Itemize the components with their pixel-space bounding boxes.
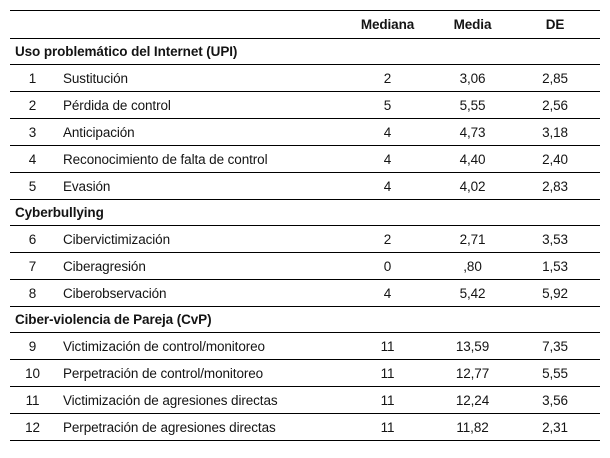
section-header-cyberbullying: Cyberbullying [10, 200, 600, 226]
item-number: 1 [28, 70, 37, 86]
column-header-de: DE [545, 17, 565, 32]
table-row: 7 Ciberagresión 0 ,80 1,53 [10, 253, 600, 280]
item-mediana: 11 [380, 392, 395, 408]
item-media: 11,82 [456, 419, 489, 435]
table-row: 12 Perpetración de agresiones directas 1… [10, 414, 600, 441]
item-label: Pérdida de control [63, 97, 171, 113]
item-label: Victimización de agresiones directas [63, 392, 278, 408]
item-de: 2,56 [542, 97, 568, 113]
item-de: 3,18 [542, 124, 568, 140]
item-de: 2,85 [542, 70, 568, 86]
item-media: 4,73 [459, 124, 486, 140]
item-mediana: 11 [380, 419, 395, 435]
item-media: 12,24 [455, 392, 490, 408]
item-mediana: 11 [380, 338, 395, 354]
table-container: Mediana Media DE Uso problemático del In… [10, 10, 600, 441]
item-label: Victimización de control/monitoreo [63, 338, 265, 354]
item-de: 2,31 [542, 419, 568, 435]
section-header-cvp: Ciber-violencia de Pareja (CvP) [10, 307, 600, 333]
item-mediana: 11 [380, 365, 395, 381]
item-number: 10 [25, 365, 40, 381]
section-title: Cyberbullying [15, 205, 104, 220]
item-media: 5,42 [459, 285, 486, 301]
item-de: 5,92 [542, 285, 568, 301]
item-media: ,80 [463, 258, 482, 274]
item-mediana: 2 [383, 231, 392, 247]
item-de: 3,53 [542, 231, 568, 247]
item-de: 2,83 [542, 178, 568, 194]
item-de: 7,35 [542, 338, 568, 354]
item-media: 13,59 [455, 338, 490, 354]
table-row: 4 Reconocimiento de falta de control 4 4… [10, 146, 600, 173]
item-label: Perpetración de control/monitoreo [63, 365, 264, 381]
item-de: 5,55 [542, 365, 568, 381]
item-label: Evasión [63, 178, 111, 194]
column-header-mediana: Mediana [360, 17, 415, 32]
item-media: 2,71 [459, 231, 486, 247]
item-media: 3,06 [459, 70, 486, 86]
item-mediana: 4 [383, 178, 392, 194]
item-number: 7 [28, 258, 37, 274]
item-media: 5,55 [459, 97, 486, 113]
table-row: 8 Ciberobservación 4 5,42 5,92 [10, 280, 600, 307]
item-mediana: 5 [383, 97, 392, 113]
item-de: 3,56 [542, 392, 568, 408]
table-row: 2 Pérdida de control 5 5,55 2,56 [10, 92, 600, 119]
table-row: 11 Victimización de agresiones directas … [10, 387, 600, 414]
item-number: 12 [25, 419, 40, 435]
item-mediana: 4 [383, 285, 392, 301]
table-row: 9 Victimización de control/monitoreo 11 … [10, 333, 600, 360]
section-title: Ciber-violencia de Pareja (CvP) [15, 312, 212, 327]
item-number: 6 [28, 231, 37, 247]
item-number: 8 [28, 285, 37, 301]
section-header-upi: Uso problemático del Internet (UPI) [10, 39, 600, 65]
column-header-number [10, 11, 55, 39]
item-mediana: 2 [383, 70, 392, 86]
item-number: 3 [28, 124, 37, 140]
item-de: 1,53 [542, 258, 568, 274]
descriptive-statistics-table: Mediana Media DE Uso problemático del In… [10, 10, 600, 441]
item-media: 12,77 [455, 365, 490, 381]
item-mediana: 4 [383, 151, 392, 167]
item-label: Perpetración de agresiones directas [63, 419, 276, 435]
item-number: 9 [28, 338, 37, 354]
table-row: 5 Evasión 4 4,02 2,83 [10, 173, 600, 200]
table-header-row: Mediana Media DE [10, 11, 600, 39]
table-row: 6 Cibervictimización 2 2,71 3,53 [10, 226, 600, 253]
table-row: 1 Sustitución 2 3,06 2,85 [10, 65, 600, 92]
item-mediana: 4 [383, 124, 392, 140]
item-number: 11 [25, 392, 40, 408]
item-number: 5 [28, 178, 37, 194]
item-label: Cibervictimización [63, 231, 170, 247]
item-label: Reconocimiento de falta de control [63, 151, 268, 167]
item-label: Sustitución [63, 70, 128, 86]
table-row: 3 Anticipación 4 4,73 3,18 [10, 119, 600, 146]
item-media: 4,40 [459, 151, 486, 167]
item-label: Ciberobservación [63, 285, 167, 301]
item-label: Ciberagresión [63, 258, 146, 274]
item-de: 2,40 [542, 151, 568, 167]
item-mediana: 0 [383, 258, 392, 274]
item-number: 2 [28, 97, 37, 113]
item-number: 4 [28, 151, 37, 167]
item-media: 4,02 [459, 178, 486, 194]
column-header-media: Media [453, 17, 492, 32]
item-label: Anticipación [63, 124, 135, 140]
table-row: 10 Perpetración de control/monitoreo 11 … [10, 360, 600, 387]
section-title: Uso problemático del Internet (UPI) [15, 44, 238, 59]
column-header-item [55, 11, 340, 39]
